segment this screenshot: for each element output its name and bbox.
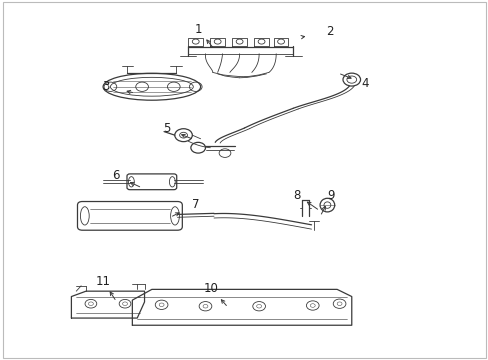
Text: 5: 5 — [163, 122, 170, 135]
Text: 7: 7 — [192, 198, 199, 211]
Text: 4: 4 — [361, 77, 368, 90]
Text: 3: 3 — [102, 80, 109, 93]
Text: 11: 11 — [95, 275, 110, 288]
Text: 10: 10 — [203, 282, 218, 295]
Text: 8: 8 — [293, 189, 300, 202]
Text: 2: 2 — [326, 26, 333, 39]
Text: 9: 9 — [327, 189, 334, 202]
Text: 6: 6 — [112, 169, 119, 182]
Text: 1: 1 — [194, 23, 202, 36]
